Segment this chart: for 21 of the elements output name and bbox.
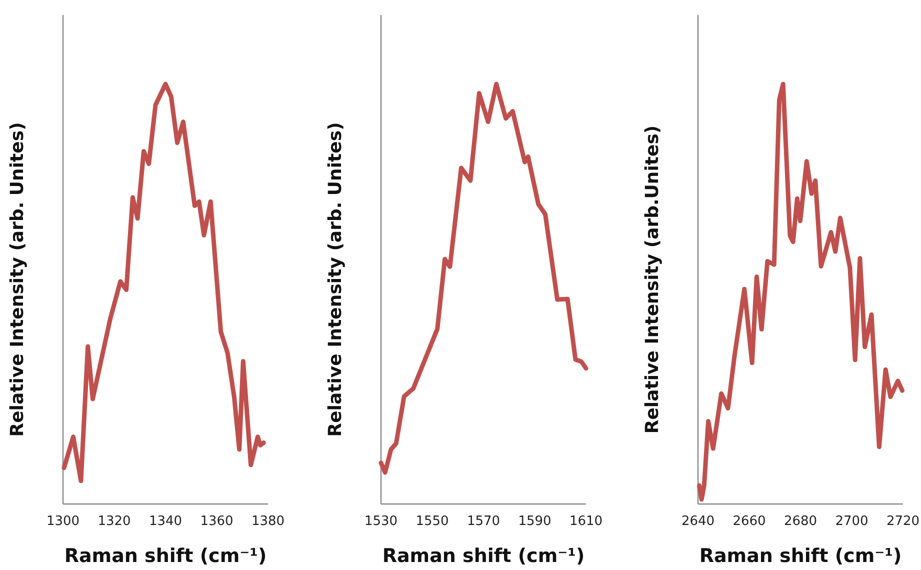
y-axis-title: Relative Intensity (arb. Unites) — [7, 122, 28, 437]
y-axis-title: Relative Intensity (arb.Unites) — [642, 125, 663, 434]
x-tick-label: 1530 — [364, 514, 398, 530]
x-tick-label: 2640 — [681, 514, 715, 530]
x-axis-title: Raman shift (cm⁻¹) — [382, 545, 585, 567]
x-tick-label: 1570 — [466, 514, 500, 530]
x-tick-label: 2660 — [732, 514, 766, 530]
x-axis-title: Raman shift (cm⁻¹) — [64, 545, 267, 567]
x-axis-title: Raman shift (cm⁻¹) — [699, 545, 902, 567]
x-tick-label: 2720 — [886, 514, 920, 530]
x-tick-label: 1340 — [148, 514, 182, 530]
x-tick-label: 1380 — [251, 514, 285, 530]
x-tick-label: 1320 — [98, 514, 131, 530]
x-tick-label: 1590 — [518, 514, 552, 530]
x-tick-label: 1610 — [569, 514, 603, 530]
x-tick-label: 1300 — [46, 514, 80, 530]
x-tick-label: 2700 — [835, 514, 868, 530]
x-tick-label: 2680 — [784, 514, 818, 530]
y-axis-title: Relative Intensity (arb. Unites) — [325, 122, 346, 437]
x-tick-label: 1360 — [200, 514, 234, 530]
x-tick-label: 1550 — [416, 514, 449, 530]
